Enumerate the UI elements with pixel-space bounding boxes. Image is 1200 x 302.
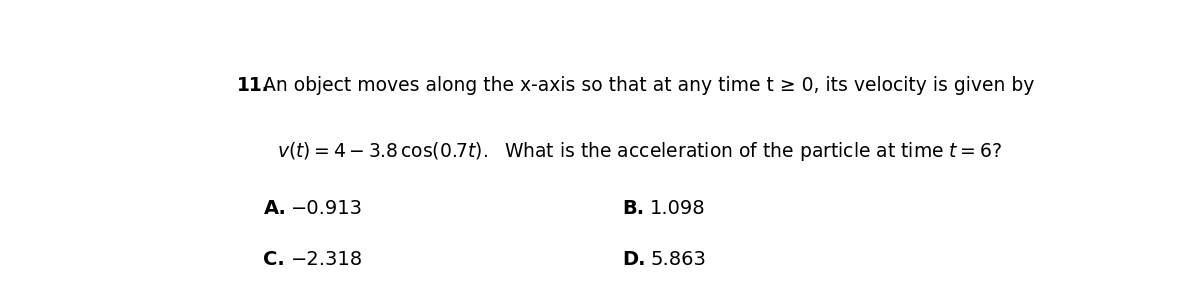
Text: 1.098: 1.098 <box>650 199 706 218</box>
Text: −2.318: −2.318 <box>292 250 364 269</box>
Text: C.: C. <box>264 250 286 269</box>
Text: $v(t) = 4-3.8\,\mathrm{cos}(0.7t)$$.\ \ $What is the acceleration of the particl: $v(t) = 4-3.8\,\mathrm{cos}(0.7t)$$.\ \ … <box>277 140 1002 163</box>
Text: An object moves along the x-axis so that at any time t ≥ 0, its velocity is give: An object moves along the x-axis so that… <box>264 76 1034 95</box>
Text: B.: B. <box>623 199 644 218</box>
Text: 5.863: 5.863 <box>650 250 707 269</box>
Text: −0.913: −0.913 <box>292 199 364 218</box>
Text: A.: A. <box>264 199 287 218</box>
Text: 11.: 11. <box>236 76 269 95</box>
Text: D.: D. <box>623 250 646 269</box>
